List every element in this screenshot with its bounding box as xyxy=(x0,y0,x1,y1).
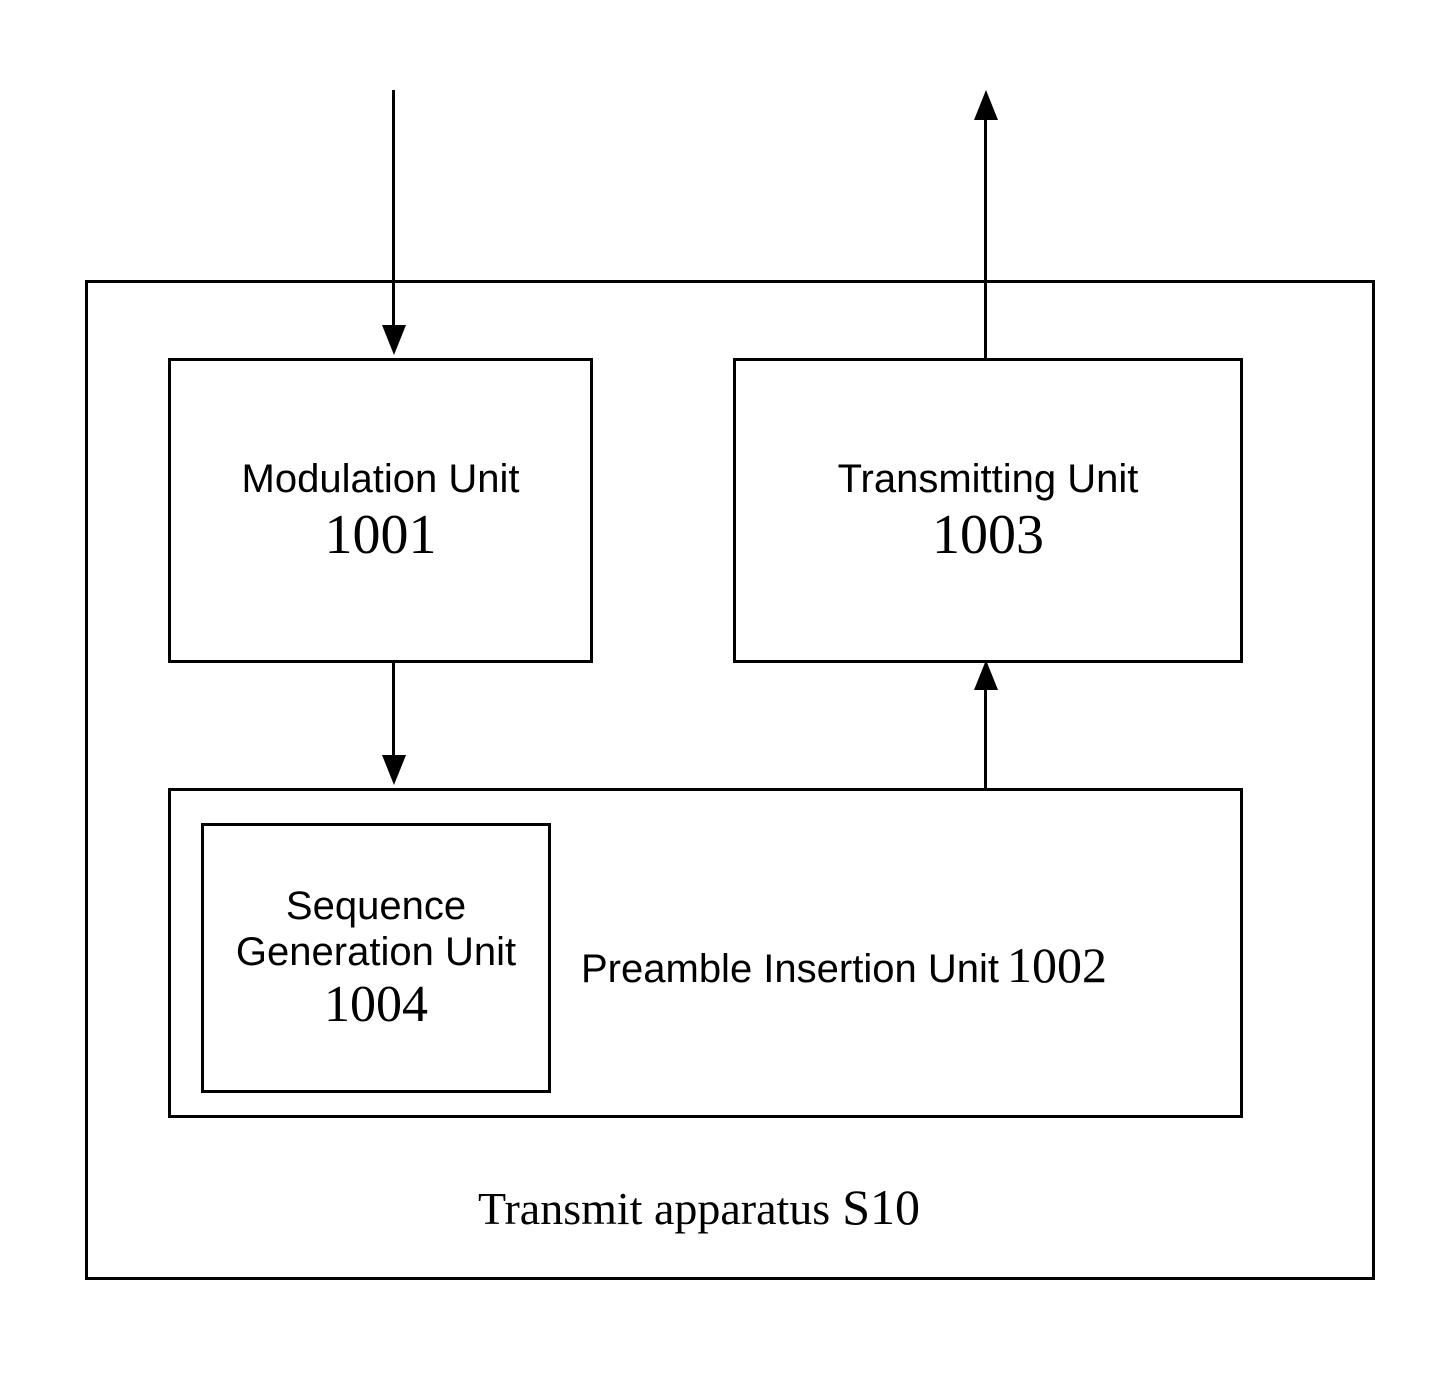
transmit-apparatus-label-area: Transmit apparatus S10 xyxy=(478,1178,920,1236)
transmitting-unit-number: 1003 xyxy=(932,503,1044,567)
sequence-generation-unit-number: 1004 xyxy=(324,975,428,1034)
preamble-insertion-unit-number: 1002 xyxy=(1007,936,1107,994)
transmit-apparatus-label: Transmit apparatus xyxy=(478,1182,830,1235)
sequence-generation-unit-label-line1: Sequence xyxy=(286,883,466,929)
transmit-apparatus-container: Modulation Unit 1001 Transmitting Unit 1… xyxy=(85,280,1375,1280)
preamble-insertion-unit-box: Sequence Generation Unit 1004 Preamble I… xyxy=(168,788,1243,1118)
modulation-unit-number: 1001 xyxy=(325,503,437,567)
sequence-generation-unit-label-line2: Generation Unit xyxy=(236,929,516,975)
transmitting-unit-label: Transmitting Unit xyxy=(838,455,1139,503)
transmit-apparatus-number: S10 xyxy=(842,1178,920,1236)
modulation-unit-label: Modulation Unit xyxy=(242,455,520,503)
transmitting-unit-box: Transmitting Unit 1003 xyxy=(733,358,1243,663)
sequence-generation-unit-box: Sequence Generation Unit 1004 xyxy=(201,823,551,1093)
preamble-insertion-unit-label: Preamble Insertion Unit xyxy=(581,947,999,992)
preamble-insertion-label-area: Preamble Insertion Unit 1002 xyxy=(581,936,1107,994)
modulation-unit-box: Modulation Unit 1001 xyxy=(168,358,593,663)
